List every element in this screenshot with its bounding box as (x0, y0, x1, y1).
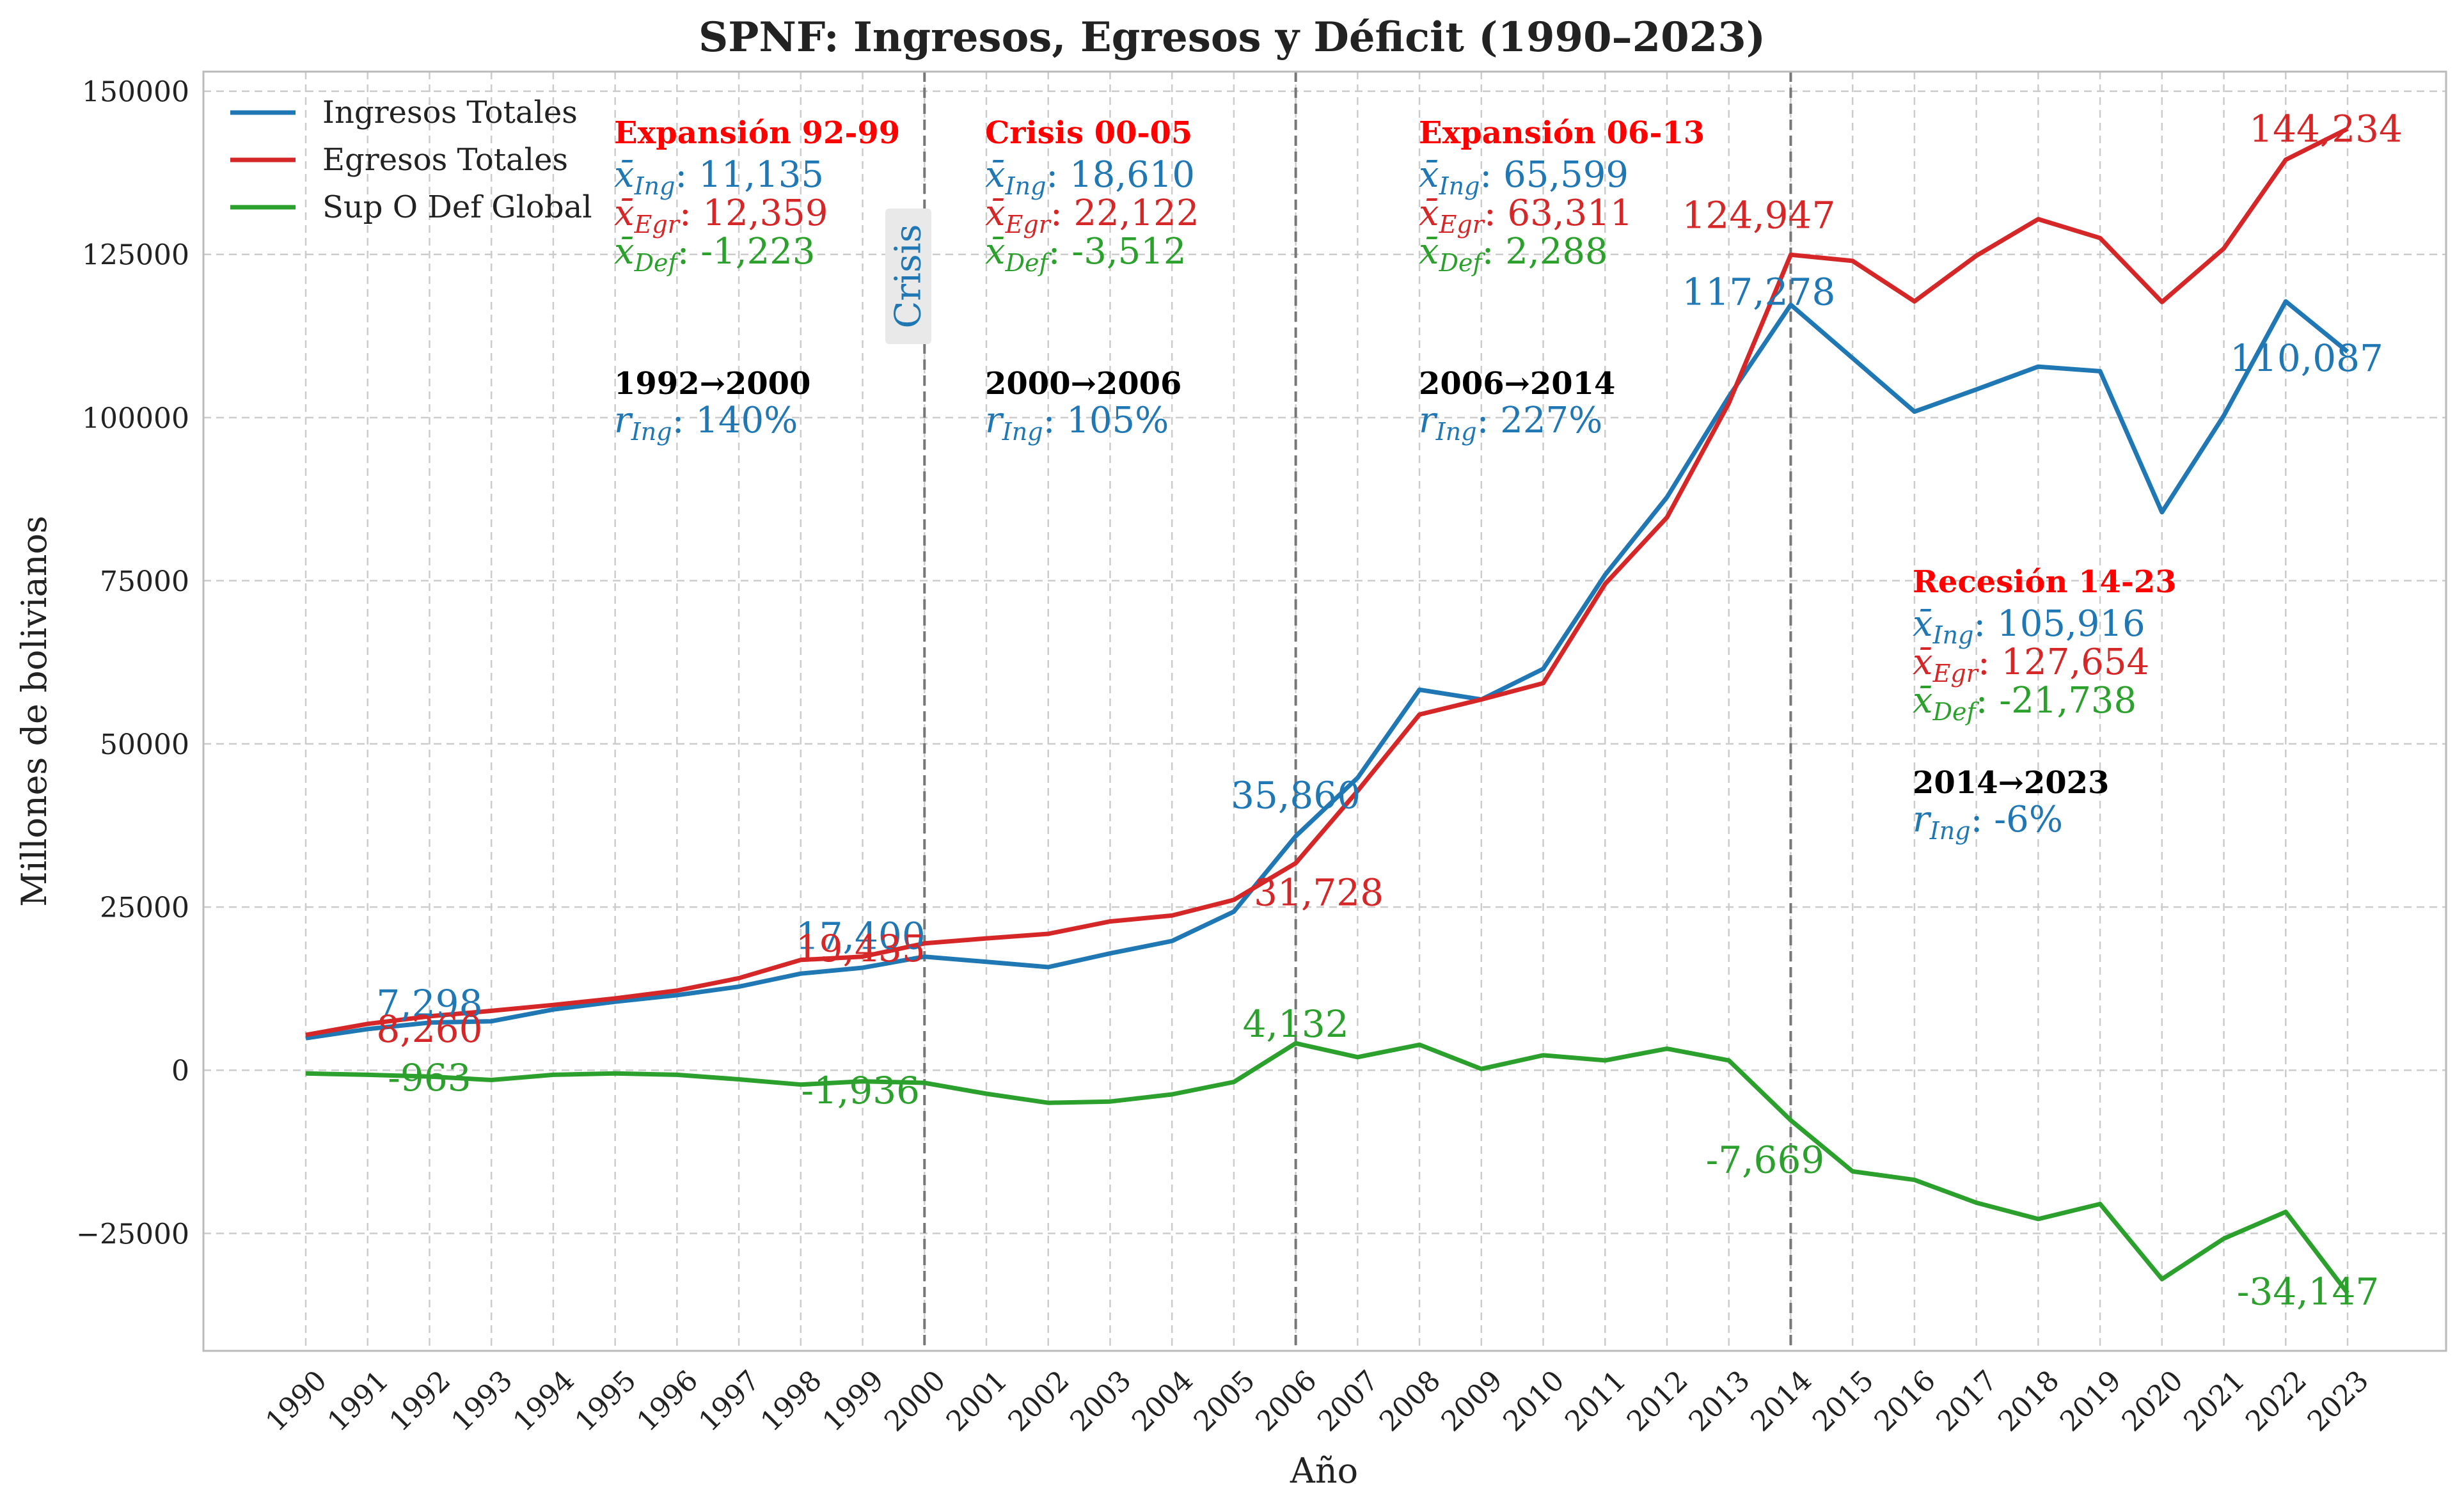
y-tick-label: 125000 (82, 239, 189, 272)
grid (203, 72, 2446, 1351)
data-label: -963 (388, 1056, 471, 1099)
y-tick-label: 25000 (100, 892, 189, 924)
data-label: 7,298 (376, 982, 482, 1025)
data-label: -1,936 (801, 1069, 920, 1112)
period-growth-label: rIng: 227% (1419, 400, 1602, 446)
y-tick-label: 75000 (100, 565, 189, 598)
y-tick-label: 50000 (100, 729, 189, 761)
y-tick-label: 150000 (82, 76, 189, 109)
crisis-tag-box (885, 209, 931, 344)
legend-label: Ingresos Totales (322, 95, 578, 130)
period-mean-label: x̄Egr: 127,654 (1913, 642, 2149, 688)
data-label: 124,947 (1682, 193, 1836, 237)
data-label: 31,728 (1254, 871, 1384, 914)
legend-label: Egresos Totales (322, 142, 568, 178)
data-label: 144,234 (2249, 107, 2403, 150)
period-mean-label: x̄Ing: 18,610 (985, 154, 1195, 200)
data-label: 4,132 (1243, 1002, 1349, 1046)
legend-label: Sup O Def Global (322, 189, 592, 225)
data-label: 17,400 (796, 915, 926, 958)
y-tick-label: −25000 (76, 1218, 189, 1250)
series-line (305, 1041, 2349, 1295)
period-mean-label: x̄Def: -21,738 (1913, 680, 2136, 726)
data-label: -7,669 (1706, 1138, 1825, 1181)
data-label: 110,087 (2230, 336, 2383, 380)
period-range: 2006→2014 (1419, 366, 1615, 402)
crisis-tag-label: Crisis (888, 225, 929, 329)
period-mean-label: x̄Def: 2,288 (1419, 231, 1608, 277)
period-mean-label: x̄Def: -1,223 (614, 231, 816, 277)
series-lines (305, 127, 2349, 1295)
period-mean-label: x̄Def: -3,512 (985, 231, 1187, 277)
y-tick-label: 100000 (82, 402, 189, 435)
y-axis-label: Millones de bolivianos (14, 516, 54, 907)
chart-title: SPNF: Ingresos, Egresos y Déficit (1990–… (699, 13, 1765, 61)
data-label: -34,147 (2237, 1270, 2380, 1314)
series-line (305, 299, 2349, 1041)
period-mean-label: x̄Ing: 105,916 (1913, 603, 2145, 649)
period-name: Recesión 14-23 (1913, 564, 2177, 600)
period-mean-label: x̄Ing: 65,599 (1419, 154, 1629, 200)
period-mean-label: x̄Egr: 22,122 (985, 193, 1199, 239)
y-tick-label: 0 (171, 1055, 189, 1087)
legend: Ingresos Totales Egresos Totales Sup O Def… (230, 95, 592, 225)
series-line (305, 127, 2349, 1037)
y-ticks: −25000 0 25000 50000 75000 100000 125000 150000 (76, 76, 189, 1251)
data-label: 19,435 (796, 927, 926, 970)
period-name: Expansión 06-13 (1419, 115, 1705, 151)
period-mean-label: x̄Egr: 12,359 (614, 193, 828, 239)
period-mean-label: x̄Ing: 11,135 (614, 154, 824, 200)
period-name: Crisis 00-05 (985, 115, 1192, 151)
x-axis-label: Año (1290, 1451, 1358, 1491)
period-growth-label: rIng: 140% (614, 400, 798, 446)
period-growth-label: rIng: 105% (985, 400, 1169, 446)
data-label: 8,260 (376, 1007, 482, 1051)
period-mean-label: x̄Egr: 63,311 (1419, 193, 1632, 239)
period-range: 2000→2006 (985, 366, 1181, 402)
period-range: 2014→2023 (1913, 765, 2109, 801)
plot-frame (202, 70, 2447, 1352)
data-label: 35,860 (1231, 773, 1361, 817)
period-range: 1992→2000 (614, 366, 810, 402)
data-label: 117,278 (1682, 271, 1836, 314)
period-name: Expansión 92-99 (614, 115, 900, 151)
period-growth-label: rIng: -6% (1913, 799, 2063, 845)
